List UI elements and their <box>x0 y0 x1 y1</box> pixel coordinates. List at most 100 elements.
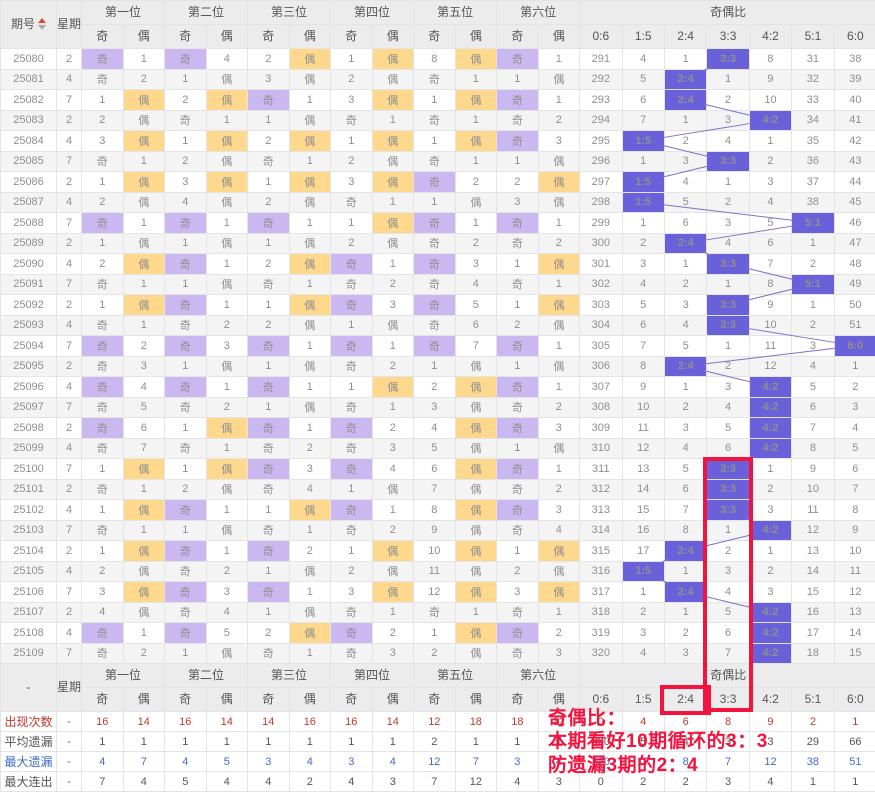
ratio-miss-cell: 303 <box>579 294 623 316</box>
even-cell-pos4: 偶 <box>371 89 415 111</box>
summary-even-pos5: 7 <box>454 751 498 772</box>
week-cell: 4 <box>56 437 82 459</box>
period-cell: 25101 <box>0 478 57 500</box>
odd-cell-pos3: 2 <box>247 253 290 275</box>
period-cell: 25102 <box>0 499 57 521</box>
bottom-odd-header-4: 奇 <box>330 687 373 712</box>
even-cell-pos1: 2 <box>122 68 166 90</box>
ratio-miss-cell: 2 <box>748 478 793 500</box>
week-cell: 7 <box>56 150 82 172</box>
period-cell: 25107 <box>0 601 57 623</box>
even-cell-pos3: 偶 <box>288 294 332 316</box>
period-cell: 25080 <box>0 48 57 70</box>
top-ratio-group-header: 奇偶比 <box>579 0 875 25</box>
top-even-header-1: 偶 <box>122 24 166 49</box>
ratio-miss-cell: 9 <box>833 519 875 541</box>
top-header-row-2: 奇偶奇偶奇偶奇偶奇偶奇偶 0:6 1:5 2:4 3:3 4:2 5:1 6:0 <box>1 24 875 49</box>
ratio-miss-cell: 2 <box>706 540 750 562</box>
bottom-ratio-col-header-3:3: 3:3 <box>706 687 750 712</box>
even-cell-pos4: 3 <box>371 642 415 664</box>
top-period-header[interactable]: 期号 <box>0 0 57 49</box>
odd-cell-pos6: 奇 <box>496 335 539 357</box>
ratio-miss-cell: 11 <box>748 335 793 357</box>
even-cell-pos3: 偶 <box>288 109 332 131</box>
ratio-miss-cell: 2 <box>663 396 708 418</box>
odd-cell-pos1: 奇 <box>81 273 124 295</box>
even-cell-pos6: 偶 <box>537 191 581 213</box>
odd-cell-pos3: 1 <box>247 294 290 316</box>
ratio-hit-cell: 6:0 <box>833 335 875 357</box>
ratio-miss-cell: 11 <box>621 417 665 439</box>
even-cell-pos3: 偶 <box>288 499 332 521</box>
odd-cell-pos6: 奇 <box>496 396 539 418</box>
ratio-miss-cell: 9 <box>621 376 665 398</box>
odd-cell-pos4: 1 <box>330 314 373 336</box>
ratio-miss-cell: 6 <box>663 478 708 500</box>
ratio-miss-cell: 16 <box>791 601 835 623</box>
odd-cell-pos5: 奇 <box>413 601 456 623</box>
bottom-ratio-group-header: 奇偶比 <box>579 663 875 688</box>
summary-ratio-1:5: 4 <box>621 711 665 732</box>
even-cell-pos3: 1 <box>288 376 332 398</box>
table-row: 25089 2 1 偶 1 偶 1 偶 2 偶奇 2 奇 2 300 2 2:4 4 6 1 47 <box>0 232 875 254</box>
odd-cell-pos6: 1 <box>496 150 539 172</box>
week-cell: 7 <box>56 89 82 111</box>
ratio-miss-cell: 7 <box>621 109 665 131</box>
odd-cell-pos1: 奇 <box>81 48 124 70</box>
even-cell-pos6: 偶 <box>537 355 581 377</box>
top-even-header-4: 偶 <box>371 24 415 49</box>
odd-cell-pos5: 2 <box>413 376 456 398</box>
odd-cell-pos1: 奇 <box>81 478 124 500</box>
summary-ratio-0:6: 320 <box>579 751 623 772</box>
ratio-miss-cell: 2 <box>748 150 793 172</box>
top-even-header-6: 偶 <box>537 24 581 49</box>
summary-even-pos5: 1 <box>454 731 498 752</box>
even-cell-pos3: 偶 <box>288 253 332 275</box>
sort-icon[interactable] <box>38 18 46 31</box>
odd-cell-pos2: 2 <box>164 478 207 500</box>
table-row: 25083 2 2 偶奇 1 1 偶奇 1 奇 1 奇 2 294 7 1 3 4:2 34 41 <box>0 109 875 131</box>
period-cell: 25090 <box>0 253 57 275</box>
summary-label: 平均遗漏 <box>0 731 57 752</box>
top-ratio-col-header-6:0: 6:0 <box>833 24 875 49</box>
summary-odd-pos5: 12 <box>413 711 456 732</box>
top-ratio-col-header-2:4: 2:4 <box>663 24 708 49</box>
summary-week: - <box>56 771 82 792</box>
odd-cell-pos1: 2 <box>81 253 124 275</box>
ratio-miss-cell: 3 <box>706 109 750 131</box>
odd-cell-pos4: 1 <box>330 376 373 398</box>
ratio-miss-cell: 2 <box>663 622 708 644</box>
ratio-miss-cell: 9 <box>791 458 835 480</box>
odd-cell-pos3: 奇 <box>247 376 290 398</box>
ratio-miss-cell: 4 <box>706 396 750 418</box>
even-cell-pos6: 1 <box>537 48 581 70</box>
ratio-miss-cell: 317 <box>579 581 623 603</box>
even-cell-pos5: 1 <box>454 601 498 623</box>
ratio-hit-cell: 3:3 <box>706 499 750 521</box>
odd-cell-pos1: 1 <box>81 499 124 521</box>
odd-cell-pos3: 1 <box>247 560 290 582</box>
summary-even-pos4: 4 <box>371 751 415 772</box>
even-cell-pos5: 偶 <box>454 478 498 500</box>
odd-cell-pos4: 奇 <box>330 642 373 664</box>
table-row: 25087 4 2 偶 4 偶 2 偶奇 1 1 偶 3 偶 298 1:5 5 2 4 38 45 <box>0 191 875 213</box>
ratio-miss-cell: 14 <box>621 478 665 500</box>
even-cell-pos1: 偶 <box>122 253 166 275</box>
odd-cell-pos4: 3 <box>330 581 373 603</box>
even-cell-pos3: 1 <box>288 581 332 603</box>
table-row: 25102 4 1 偶奇 1 1 偶奇 1 8 偶奇 3 313 15 7 3:3 3 11 8 <box>0 499 875 521</box>
summary-ratio-6:0: 1 <box>833 711 875 732</box>
table-row: 25086 2 1 偶 3 偶 1 偶 3 偶奇 2 2 偶 297 1:5 4 1 3 37 44 <box>0 171 875 193</box>
even-cell-pos6: 3 <box>537 130 581 152</box>
even-cell-pos1: 2 <box>122 642 166 664</box>
ratio-miss-cell: 4 <box>663 314 708 336</box>
odd-cell-pos2: 奇 <box>164 601 207 623</box>
odd-cell-pos6: 奇 <box>496 519 539 541</box>
ratio-miss-cell: 3 <box>706 376 750 398</box>
even-cell-pos5: 偶 <box>454 396 498 418</box>
summary-label: 出现次数 <box>0 711 57 732</box>
even-cell-pos2: 偶 <box>205 417 249 439</box>
ratio-miss-cell: 300 <box>579 232 623 254</box>
odd-cell-pos1: 奇 <box>81 68 124 90</box>
ratio-miss-cell: 7 <box>621 335 665 357</box>
